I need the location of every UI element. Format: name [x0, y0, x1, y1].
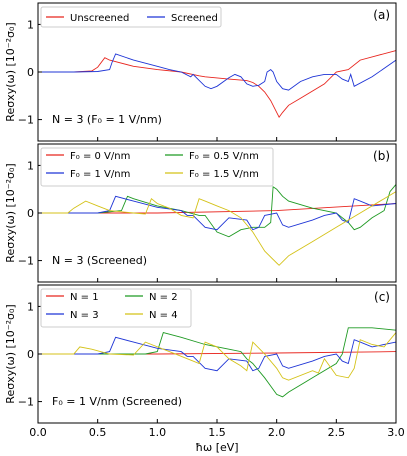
- y-axis-label: Reσxy(ω) [10⁻²σ₀]: [4, 304, 17, 403]
- legend-label: F₀ = 1 V/nm: [70, 169, 130, 180]
- y-tick-label: −1: [18, 114, 34, 127]
- y-tick-label: 1: [27, 18, 34, 31]
- x-tick-label: 0.0: [29, 426, 47, 439]
- series-line-2-3: [38, 332, 397, 381]
- series-line-2-1: [38, 327, 397, 398]
- series-line-2-2: [38, 336, 397, 372]
- legend-label: F₀ = 0.5 V/nm: [189, 151, 259, 162]
- legend-box-1: [40, 147, 274, 187]
- y-axis-label: Reσxy(ω) [10⁻²σ₀]: [4, 163, 17, 262]
- legend-label: N = 2: [149, 292, 178, 303]
- y-tick-label: −1: [18, 255, 34, 268]
- y-tick-label: 0: [27, 66, 34, 79]
- x-tick-label: 3.0: [387, 426, 405, 439]
- panel-annotation: N = 3 (Screened): [52, 254, 147, 267]
- x-tick-label: 2.5: [328, 426, 346, 439]
- y-tick-label: 0: [27, 207, 34, 220]
- x-tick-label: 2.0: [268, 426, 286, 439]
- panel-label: (b): [373, 149, 390, 163]
- series-line-0-0: [38, 50, 397, 119]
- panel-annotation: N = 3 (F₀ = 1 V/nm): [52, 113, 162, 126]
- legend-label: N = 4: [149, 310, 178, 321]
- panel-label: (c): [374, 290, 390, 304]
- panel-annotation: F₀ = 1 V/nm (Screened): [52, 395, 182, 408]
- panel-label: (a): [373, 8, 390, 22]
- legend-box-0: [40, 6, 222, 28]
- panel-2: [37, 284, 397, 424]
- x-tick-label: 1.5: [208, 426, 226, 439]
- series-line-1-0: [38, 203, 397, 214]
- y-tick-label: −1: [18, 396, 34, 409]
- legend-label: F₀ = 0 V/nm: [70, 151, 130, 162]
- y-tick-label: 1: [27, 300, 34, 313]
- y-tick-label: 0: [27, 348, 34, 361]
- series-line-1-2: [38, 195, 397, 231]
- legend-label: Screened: [171, 13, 218, 24]
- series-line-1-3: [38, 191, 397, 266]
- y-tick-label: 1: [27, 159, 34, 172]
- legend-label: N = 1: [70, 292, 99, 303]
- series-line-1-1: [38, 184, 397, 238]
- panel-0: [37, 2, 397, 142]
- legend-label: F₀ = 1.5 V/nm: [189, 169, 259, 180]
- legend-label: Unscreened: [70, 13, 129, 24]
- panel-1: [37, 143, 397, 283]
- x-tick-label: 0.5: [89, 426, 107, 439]
- x-tick-label: 1.0: [149, 426, 167, 439]
- y-axis-label: Reσxy(ω) [10⁻²σ₀]: [4, 22, 17, 121]
- series-line-0-1: [38, 53, 397, 91]
- x-axis-label: ħω [eV]: [195, 441, 238, 454]
- legend-box-2: [40, 288, 192, 328]
- legend-label: N = 3: [70, 310, 99, 321]
